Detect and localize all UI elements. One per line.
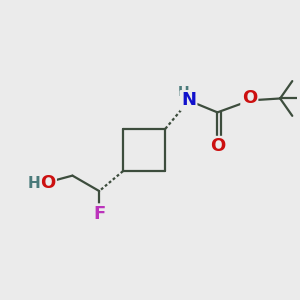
Text: H: H [178, 85, 190, 99]
Text: N: N [181, 92, 196, 110]
Text: O: O [242, 89, 257, 107]
Text: H: H [27, 176, 40, 190]
Text: F: F [93, 205, 105, 223]
Text: O: O [210, 137, 225, 155]
Text: O: O [40, 174, 56, 192]
